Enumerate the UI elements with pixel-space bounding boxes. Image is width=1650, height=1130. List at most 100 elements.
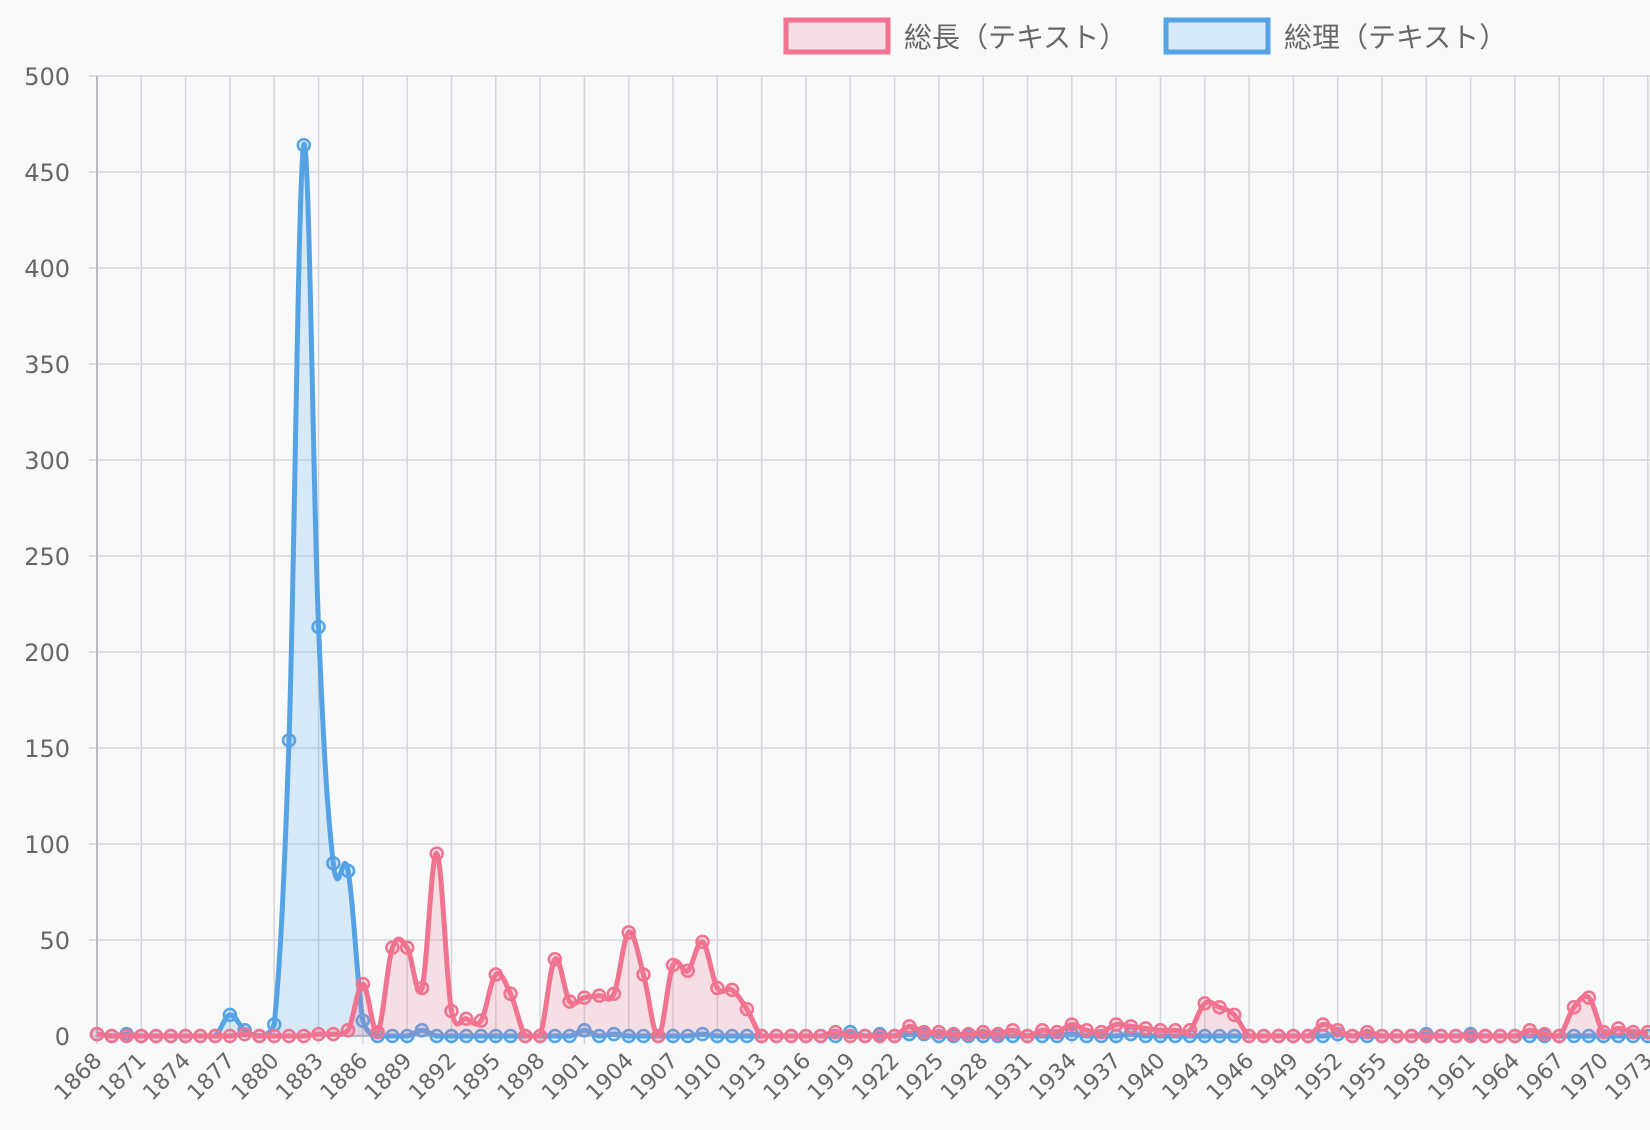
data-point [1330, 1022, 1345, 1038]
data-point [1566, 999, 1582, 1015]
data-point [488, 1028, 504, 1044]
data-point [887, 1028, 902, 1044]
data-point [739, 1001, 755, 1017]
data-point [399, 940, 415, 955]
data-point [1345, 1028, 1360, 1044]
legend[interactable]: 総長（テキスト） 総理（テキスト） [783, 17, 1507, 55]
data-point [163, 1028, 179, 1044]
data-point [577, 990, 592, 1005]
data-point [1241, 1028, 1257, 1044]
data-point [459, 1028, 474, 1044]
data-point [266, 1028, 282, 1044]
data-point [1640, 1024, 1650, 1040]
data-point [385, 1028, 400, 1044]
x-tick-label: 1958 [1379, 1049, 1436, 1106]
y-tick-label: 500 [24, 63, 70, 91]
x-tick-label: 1880 [227, 1049, 284, 1106]
x-tick-label: 1868 [50, 1049, 107, 1106]
data-point [222, 1028, 238, 1044]
x-tick-label: 1931 [980, 1049, 1037, 1106]
data-point [1212, 999, 1227, 1015]
x-tick-label: 1871 [94, 1049, 151, 1106]
data-point [340, 1022, 356, 1038]
data-point [739, 1028, 755, 1044]
data-point [1035, 1022, 1050, 1038]
data-point [326, 1026, 341, 1042]
data-point [1138, 1021, 1153, 1036]
x-tick-label: 1940 [1113, 1049, 1170, 1106]
data-point [1005, 1022, 1020, 1038]
data-point [355, 976, 371, 992]
data-point [326, 855, 341, 871]
data-point [1596, 1024, 1611, 1040]
data-point [710, 1028, 725, 1044]
data-point [355, 1013, 371, 1028]
data-point [946, 1026, 961, 1042]
data-point [724, 982, 740, 998]
data-point [311, 619, 326, 635]
data-point [1374, 1028, 1390, 1044]
data-point [311, 1026, 326, 1042]
x-tick-label: 1937 [1069, 1049, 1126, 1106]
y-tick-label: 150 [24, 735, 70, 763]
data-point [104, 1028, 120, 1044]
data-point [252, 1028, 267, 1044]
data-point [207, 1028, 223, 1044]
data-point [665, 1028, 681, 1044]
x-tick-label: 1886 [316, 1049, 373, 1106]
data-point [385, 940, 400, 955]
data-point [414, 980, 430, 996]
data-point [916, 1024, 932, 1040]
x-tick-label: 1961 [1424, 1049, 1481, 1106]
data-point [1611, 1021, 1626, 1036]
data-point [783, 1028, 799, 1044]
data-point [370, 1024, 385, 1040]
x-tick-label: 1922 [848, 1049, 905, 1106]
data-point [178, 1028, 193, 1044]
data-point [444, 1028, 459, 1044]
x-tick-label: 1907 [626, 1049, 683, 1106]
y-tick-label: 350 [24, 351, 70, 379]
data-point [621, 925, 636, 940]
data-point [488, 967, 504, 982]
data-point [1404, 1028, 1419, 1044]
data-point [872, 1028, 888, 1044]
data-point [621, 1028, 636, 1044]
x-tick-label: 1934 [1025, 1049, 1082, 1106]
x-tick-label: 1913 [715, 1049, 772, 1106]
data-point [931, 1024, 947, 1040]
legend-item[interactable]: 総理（テキスト） [1163, 17, 1507, 55]
data-point [651, 1028, 666, 1044]
grid [89, 75, 1650, 1044]
data-point [695, 1026, 710, 1042]
data-point [89, 1026, 105, 1042]
data-point [1123, 1019, 1139, 1034]
data-point [281, 733, 297, 748]
data-point [1227, 1007, 1242, 1023]
y-tick-label: 50 [39, 927, 70, 955]
data-point [399, 1028, 415, 1044]
data-point [296, 137, 312, 153]
data-point [1049, 1024, 1065, 1040]
legend-item[interactable]: 総長（テキスト） [783, 17, 1127, 55]
x-tick-label: 1874 [139, 1049, 196, 1106]
y-tick-label: 250 [24, 543, 70, 571]
data-point [266, 1017, 282, 1032]
data-point [1433, 1028, 1449, 1044]
y-tick-label: 400 [24, 255, 70, 283]
data-point [828, 1024, 843, 1040]
x-tick-label: 1928 [936, 1049, 993, 1106]
axes: 0501001502002503003504004505001868187118… [24, 63, 1650, 1106]
data-point [503, 1028, 518, 1044]
data-point [1108, 1017, 1124, 1032]
data-point [769, 1028, 784, 1044]
data-point [1256, 1028, 1272, 1044]
data-point [1153, 1022, 1168, 1038]
x-tick-label: 1883 [272, 1049, 329, 1106]
series [89, 137, 1650, 1044]
data-point [1537, 1026, 1552, 1042]
x-tick-label: 1946 [1202, 1049, 1259, 1106]
x-tick-label: 1943 [1158, 1049, 1215, 1106]
